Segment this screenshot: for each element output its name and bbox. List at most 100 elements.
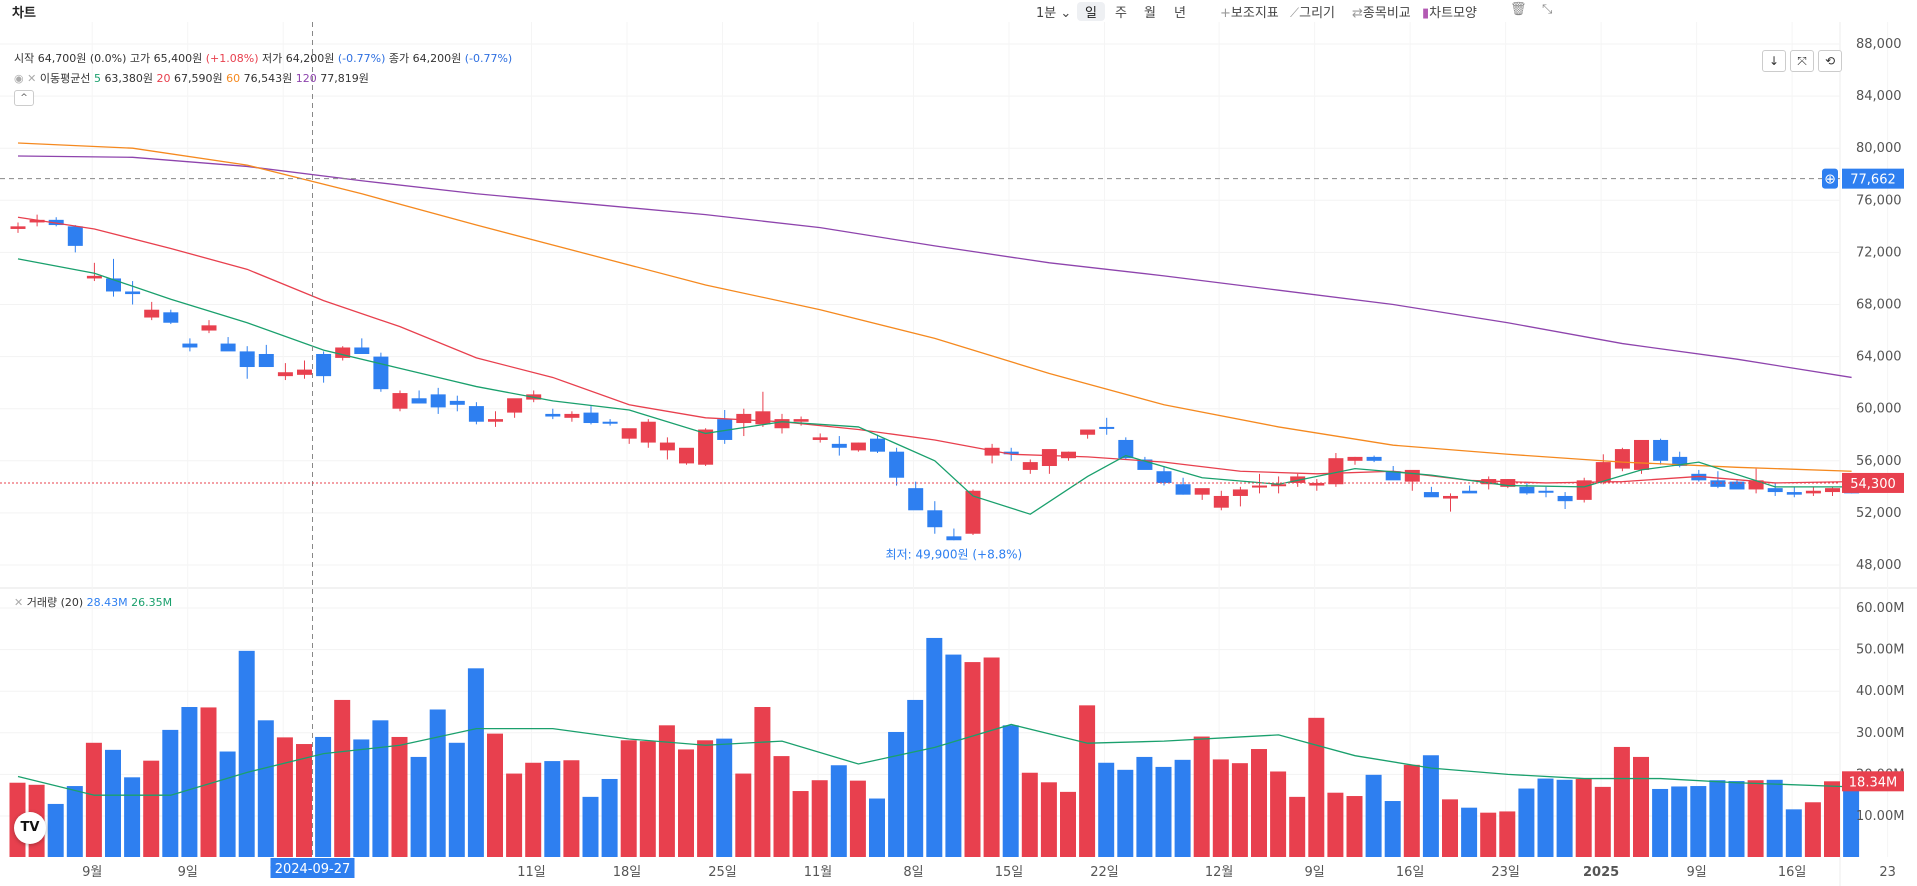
price-tick-label: 68,000 <box>1856 298 1902 313</box>
candle-body <box>1309 482 1325 486</box>
candle-body <box>1786 492 1802 495</box>
volume-bar <box>467 668 484 857</box>
candle-body <box>602 421 618 424</box>
page-title: 차트 <box>12 6 36 21</box>
time-tick-label: 9일 <box>1304 865 1324 880</box>
volume-tick-label: 10.00M <box>1856 809 1904 824</box>
candle-body <box>392 393 408 409</box>
volume-bar <box>773 756 790 857</box>
volume-bar <box>1212 759 1229 857</box>
candle-body <box>201 325 217 331</box>
tab-year[interactable]: 년 <box>1174 6 1186 21</box>
volume-bar <box>1804 802 1821 857</box>
pencil-icon: ⟋ <box>1290 6 1300 21</box>
candle-body <box>29 219 45 223</box>
price-tick-label: 88,000 <box>1856 37 1902 52</box>
candle-body <box>1347 456 1363 461</box>
candle-body <box>125 291 141 295</box>
volume-bar <box>888 731 905 857</box>
indicators-button[interactable]: +보조지표 <box>1220 2 1279 21</box>
chart-style-label: 차트모양 <box>1429 6 1477 21</box>
candle-body <box>1500 479 1516 487</box>
volume-bar <box>1556 779 1573 857</box>
stock-chart[interactable]: 88,000 84,000 80,000 76,000 72,000 68,000 64,0… <box>0 22 1917 886</box>
candle-body <box>1118 439 1134 459</box>
ma-legend-label: 이동평균선 <box>39 72 91 85</box>
candle-body <box>1767 488 1783 493</box>
volume-bar <box>811 780 828 857</box>
close-icon[interactable]: ✕ <box>14 596 24 609</box>
volume-bar <box>697 740 714 857</box>
volume-bar <box>47 803 64 857</box>
volume-bar <box>849 780 866 857</box>
candle-body <box>965 490 981 534</box>
legend-collapse-button[interactable]: ^ <box>14 90 34 106</box>
arrow-down-icon[interactable]: ↓ <box>1762 50 1786 72</box>
candle-body <box>1194 488 1210 495</box>
chart-style-button[interactable]: ▮차트모양 <box>1422 2 1477 21</box>
volume-bar <box>1709 780 1726 857</box>
interval-dropdown[interactable]: 1분 ⌄ <box>1036 2 1071 21</box>
volume-bar <box>391 736 408 857</box>
volume-bar <box>1002 725 1019 857</box>
tab-month[interactable]: 월 <box>1144 6 1156 21</box>
volume-bar <box>1499 811 1516 857</box>
time-tick-label: 15일 <box>995 865 1024 880</box>
candle-body <box>679 447 694 464</box>
candle-body <box>545 413 561 417</box>
candle-body <box>1366 456 1382 461</box>
eye-icon[interactable]: ◉ <box>14 72 24 85</box>
volume-bar <box>1728 781 1745 857</box>
price-tick-label: 52,000 <box>1856 506 1902 521</box>
candle-body <box>1404 469 1420 482</box>
draw-button[interactable]: ⟋그리기 <box>1290 2 1335 21</box>
volume-bar <box>353 739 370 857</box>
volume-tick-label: 60.00M <box>1856 601 1904 616</box>
volume-bar <box>1117 769 1134 857</box>
volume-bar <box>1422 755 1439 857</box>
collapse-icon[interactable]: ⤡ <box>1542 2 1553 17</box>
candle-body <box>1748 480 1764 490</box>
volume-bar <box>544 761 561 857</box>
crosshair-date-label: 2024-09-27 <box>275 862 351 877</box>
ohlc-legend: 시작 64,700원 (0.0%) 고가 65,400원 (+1.08%) 저가… <box>14 52 513 65</box>
compare-button[interactable]: ⇄종목비교 <box>1352 2 1411 21</box>
volume-bar <box>1785 809 1802 857</box>
volume-bar <box>1251 749 1267 857</box>
volume-bar <box>869 798 885 857</box>
fit-icon[interactable]: ⤧ <box>1790 50 1814 72</box>
volume-bar <box>716 738 733 857</box>
candle-body <box>373 356 389 390</box>
candle-body <box>736 413 752 424</box>
volume-bar <box>143 760 160 857</box>
volume-bar <box>296 744 312 857</box>
candle-body <box>488 419 503 422</box>
tab-week[interactable]: 주 <box>1115 6 1127 21</box>
volume-tick-label: 30.00M <box>1856 726 1904 741</box>
candle-body <box>144 309 160 318</box>
time-tick-label: 9일 <box>1686 865 1706 880</box>
moving-average-lines <box>17 142 1852 796</box>
candle-body <box>182 343 198 348</box>
candle-body <box>640 421 656 443</box>
candle-body <box>793 419 809 422</box>
volume-bar <box>1613 746 1630 857</box>
last-price-box <box>1842 472 1904 493</box>
candle-body <box>1385 471 1401 481</box>
volume-bar <box>1461 807 1478 857</box>
tab-day[interactable]: 일 <box>1077 2 1105 21</box>
price-tick-label: 48,000 <box>1856 558 1902 573</box>
compare-icon: ⇄ <box>1352 6 1363 21</box>
volume-bar <box>1518 788 1535 857</box>
candle-body <box>1805 490 1821 494</box>
trash-icon[interactable]: 🗑 <box>1510 2 1527 17</box>
plus-icon: ⊕ <box>1824 172 1836 188</box>
candle-body <box>621 428 637 439</box>
candle-body <box>468 406 484 422</box>
volume-bar <box>678 749 694 857</box>
reset-icon[interactable]: ⟲ <box>1818 50 1842 72</box>
candle-body <box>1481 479 1497 485</box>
volume-legend-label: 거래량 (20) <box>26 596 84 609</box>
volume-bar <box>85 742 102 857</box>
close-icon[interactable]: ✕ <box>27 72 37 85</box>
